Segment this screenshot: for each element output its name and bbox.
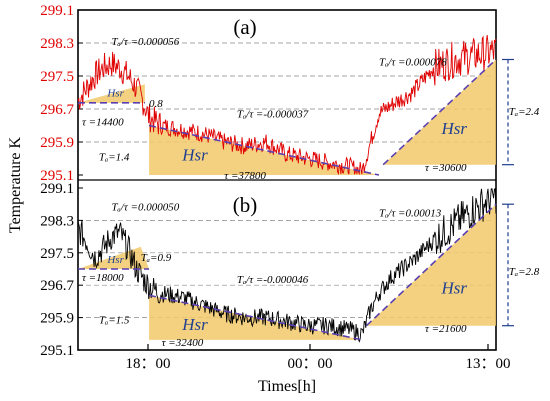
hsr-label: Hsr bbox=[440, 278, 467, 297]
annotation-amplitude: Tₐ=2.8 bbox=[509, 266, 540, 278]
panel-b: 299.1 298.3 297.5 296.7 295.9 295.1 Hsr Hsr Hsr T… bbox=[40, 181, 540, 359]
x-tick-label: 13：00 bbox=[465, 356, 510, 372]
y-tick-label: 295.9 bbox=[40, 311, 74, 327]
trend-line bbox=[148, 294, 363, 341]
y-tick-label: 295.9 bbox=[40, 135, 74, 151]
panel-a: 299.1 298.3 297.5 296.7 295.9 295.1 Hsr Hsr Hsr T… bbox=[40, 3, 540, 184]
annotation-tau: τ =30600 bbox=[425, 162, 467, 174]
hsr-label: Hsr bbox=[440, 119, 467, 138]
trend-line bbox=[365, 203, 497, 327]
annotation-tau: τ =18000 bbox=[82, 272, 124, 284]
panel-label: (b) bbox=[233, 193, 258, 217]
annotation-tau: τ =21600 bbox=[425, 323, 467, 335]
series-line bbox=[77, 34, 497, 176]
hsr-label: Hsr bbox=[106, 254, 124, 266]
x-tick-label: 18：00 bbox=[125, 356, 170, 372]
hsr-label: Hsr bbox=[181, 146, 208, 165]
y-tick-label: 296.7 bbox=[40, 278, 74, 294]
annotation-rate: Tₐ/τ =0.000078 bbox=[379, 57, 447, 69]
annotation-rate: Tₐ/τ =0.000056 bbox=[111, 36, 179, 48]
y-tick-label: 295.1 bbox=[40, 168, 74, 184]
y-tick-label: 298.3 bbox=[40, 213, 74, 229]
panel-label: (a) bbox=[233, 15, 256, 39]
annotation-amplitude: Tₐ=0.9 bbox=[141, 252, 172, 264]
annotation-tau: τ =37800 bbox=[224, 170, 266, 182]
hsr-fill bbox=[78, 84, 145, 103]
annotation-rate: Tₐ/τ =0.000050 bbox=[111, 201, 179, 213]
x-tick-label: 00：00 bbox=[287, 356, 332, 372]
annotation-amplitude: Tₐ=1.5 bbox=[99, 315, 130, 327]
trend-line bbox=[382, 58, 497, 166]
annotation-tau: τ =32400 bbox=[162, 337, 204, 349]
x-axis-label: Times[h] bbox=[258, 378, 316, 395]
annotation-rate: Tₐ/τ =-0.000046 bbox=[237, 274, 309, 286]
y-tick-label: 297.5 bbox=[40, 246, 74, 262]
annotation-amplitude: Tₐ=1.4 bbox=[99, 152, 130, 164]
y-tick-label: 299.1 bbox=[40, 181, 74, 197]
y-tick-label: 299.1 bbox=[40, 3, 74, 19]
y-tick-label: 295.1 bbox=[40, 343, 74, 359]
annotation-amplitude: Tₐ=2.4 bbox=[509, 106, 540, 118]
hsr-label: Hsr bbox=[106, 88, 124, 100]
y-axis-label: Temperature K bbox=[7, 136, 24, 233]
series-line bbox=[77, 188, 497, 343]
y-tick-label: 296.7 bbox=[40, 102, 74, 118]
annotation-tau: τ =14400 bbox=[82, 117, 124, 129]
annotation-amplitude: 0.8 bbox=[149, 98, 163, 110]
y-tick-label: 298.3 bbox=[40, 36, 74, 52]
annotation-rate: Tₐ/τ =0.00013 bbox=[379, 207, 442, 219]
trend-line bbox=[148, 124, 380, 176]
hsr-label: Hsr bbox=[181, 315, 208, 334]
annotation-rate: Tₐ/τ =-0.000037 bbox=[237, 108, 309, 120]
y-tick-label: 297.5 bbox=[40, 69, 74, 85]
